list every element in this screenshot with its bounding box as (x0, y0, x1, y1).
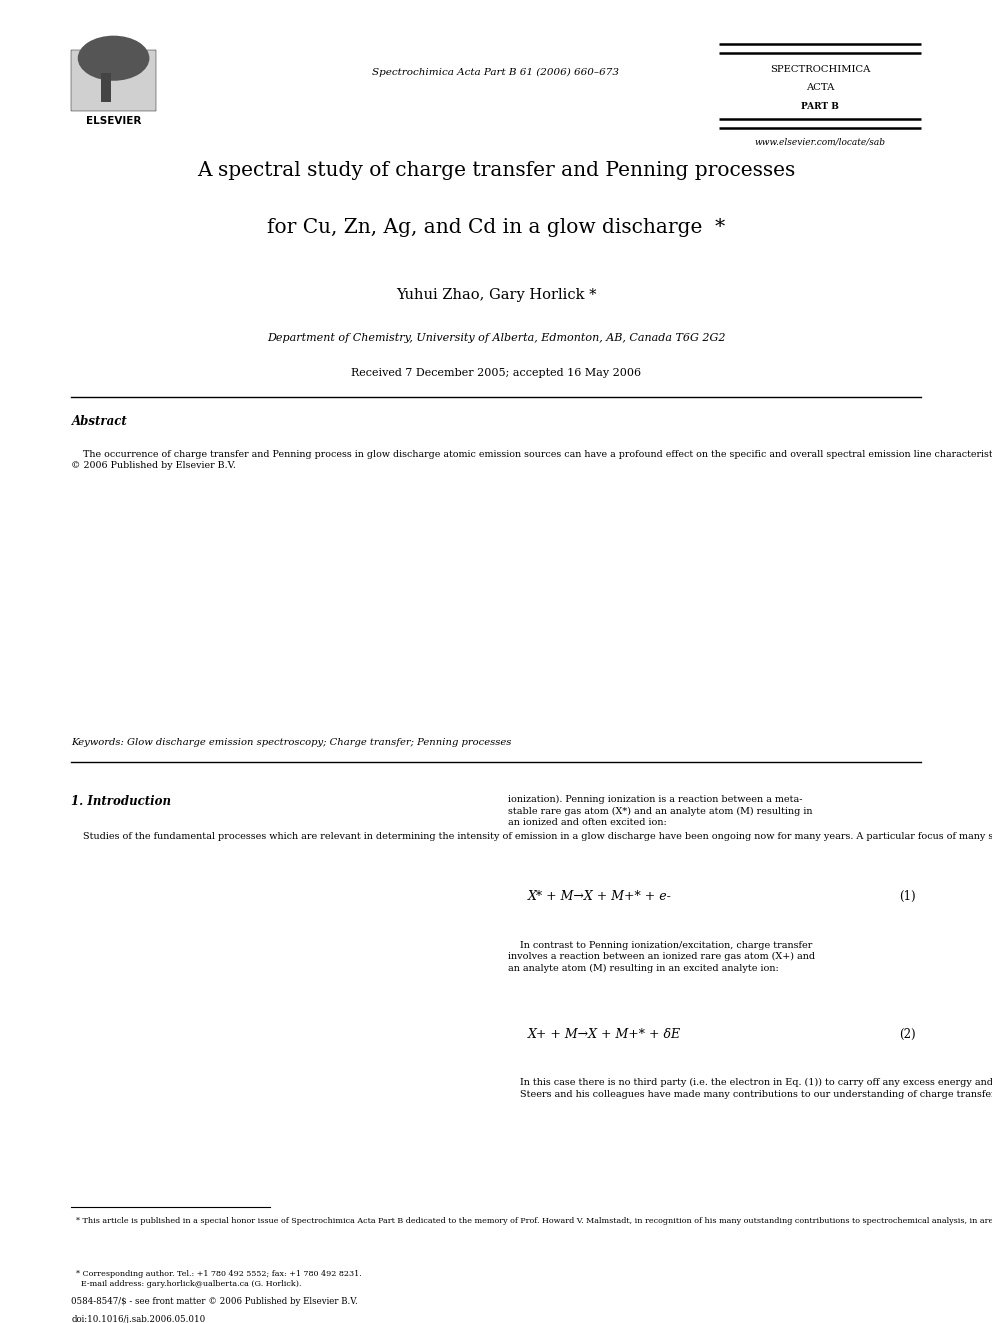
Text: Yuhui Zhao, Gary Horlick *: Yuhui Zhao, Gary Horlick * (396, 288, 596, 303)
Text: Keywords: Glow discharge emission spectroscopy; Charge transfer; Penning process: Keywords: Glow discharge emission spectr… (71, 738, 512, 747)
Ellipse shape (77, 36, 150, 81)
Text: X* + M→X + M+* + e-: X* + M→X + M+* + e- (529, 890, 673, 904)
Text: In this case there is no third party (i.e. the electron in Eq. (1)) to carry off: In this case there is no third party (i.… (509, 1078, 992, 1099)
Text: * This article is published in a special honor issue of Spectrochimica Acta Part: * This article is published in a special… (71, 1217, 992, 1225)
Bar (101, 73, 111, 102)
Text: for Cu, Zn, Ag, and Cd in a glow discharge  *: for Cu, Zn, Ag, and Cd in a glow dischar… (267, 218, 725, 237)
Text: (2): (2) (899, 1028, 916, 1041)
Text: SPECTROCHIMICA: SPECTROCHIMICA (770, 65, 870, 74)
Text: 0584-8547/$ - see front matter © 2006 Published by Elsevier B.V.: 0584-8547/$ - see front matter © 2006 Pu… (71, 1297, 358, 1306)
Text: In contrast to Penning ionization/excitation, charge transfer
involves a reactio: In contrast to Penning ionization/excita… (509, 941, 815, 972)
Text: A spectral study of charge transfer and Penning processes: A spectral study of charge transfer and … (196, 161, 796, 180)
Text: ionization). Penning ionization is a reaction between a meta-
stable rare gas at: ionization). Penning ionization is a rea… (509, 795, 812, 827)
Bar (71, 50, 156, 111)
Text: Spectrochimica Acta Part B 61 (2006) 660–673: Spectrochimica Acta Part B 61 (2006) 660… (373, 69, 619, 77)
Text: Abstract: Abstract (71, 415, 127, 429)
Text: Studies of the fundamental processes which are relevant in determining the inten: Studies of the fundamental processes whi… (71, 832, 992, 841)
Text: 1. Introduction: 1. Introduction (71, 795, 172, 808)
Text: Department of Chemistry, University of Alberta, Edmonton, AB, Canada T6G 2G2: Department of Chemistry, University of A… (267, 333, 725, 344)
Text: doi:10.1016/j.sab.2006.05.010: doi:10.1016/j.sab.2006.05.010 (71, 1315, 205, 1323)
Text: * Corresponding author. Tel.: +1 780 492 5552; fax: +1 780 492 8231.
    E-mail : * Corresponding author. Tel.: +1 780 492… (71, 1270, 362, 1287)
Text: X+ + M→X + M+* + δE: X+ + M→X + M+* + δE (529, 1028, 682, 1041)
Text: ACTA: ACTA (806, 83, 834, 93)
Text: (1): (1) (899, 890, 916, 904)
Text: The occurrence of charge transfer and Penning process in glow discharge atomic e: The occurrence of charge transfer and Pe… (71, 450, 992, 471)
Text: PART B: PART B (801, 102, 839, 111)
Text: Received 7 December 2005; accepted 16 May 2006: Received 7 December 2005; accepted 16 Ma… (351, 368, 641, 378)
Text: www.elsevier.com/locate/sab: www.elsevier.com/locate/sab (754, 138, 886, 147)
Text: ELSEVIER: ELSEVIER (86, 116, 141, 127)
